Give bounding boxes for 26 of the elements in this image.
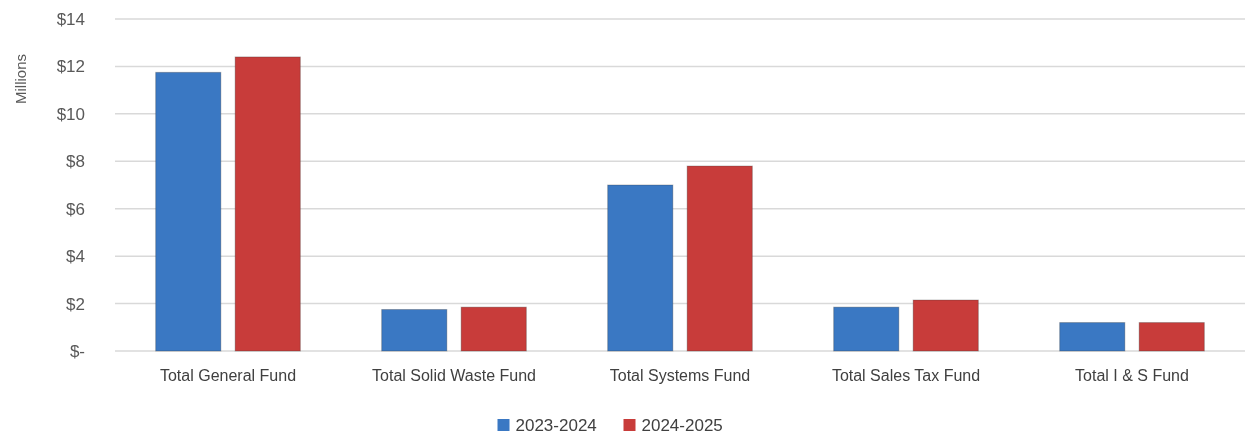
y-tick-label: $12 <box>56 57 85 77</box>
bar <box>833 306 900 352</box>
y-tick-label: $8 <box>66 152 85 172</box>
y-tick-label: $- <box>69 341 85 361</box>
bar <box>155 71 222 352</box>
bar <box>1138 322 1205 352</box>
y-tick-label: $14 <box>56 9 85 29</box>
y-tick-label: $2 <box>66 294 85 314</box>
bar <box>912 299 979 352</box>
y-tick-label: $4 <box>66 247 85 267</box>
x-tick-label: Total Solid Waste Fund <box>372 367 536 384</box>
legend-label: 2023-2024 <box>515 415 597 435</box>
bar <box>381 309 448 352</box>
bar <box>460 306 527 352</box>
x-tick-label: Total Systems Fund <box>609 367 751 384</box>
y-axis-title: Millions <box>12 53 29 105</box>
y-tick-label: $6 <box>66 199 85 219</box>
bar <box>1059 322 1126 352</box>
legend-label: 2024-2025 <box>641 415 723 435</box>
x-tick-label: Total I & S Fund <box>1075 367 1189 384</box>
bar <box>607 184 674 352</box>
bar <box>234 56 301 352</box>
x-tick-label: Total Sales Tax Fund <box>831 367 981 384</box>
y-tick-label: $10 <box>56 104 85 124</box>
x-tick-label: Total General Fund <box>159 367 297 384</box>
bar <box>686 165 753 352</box>
